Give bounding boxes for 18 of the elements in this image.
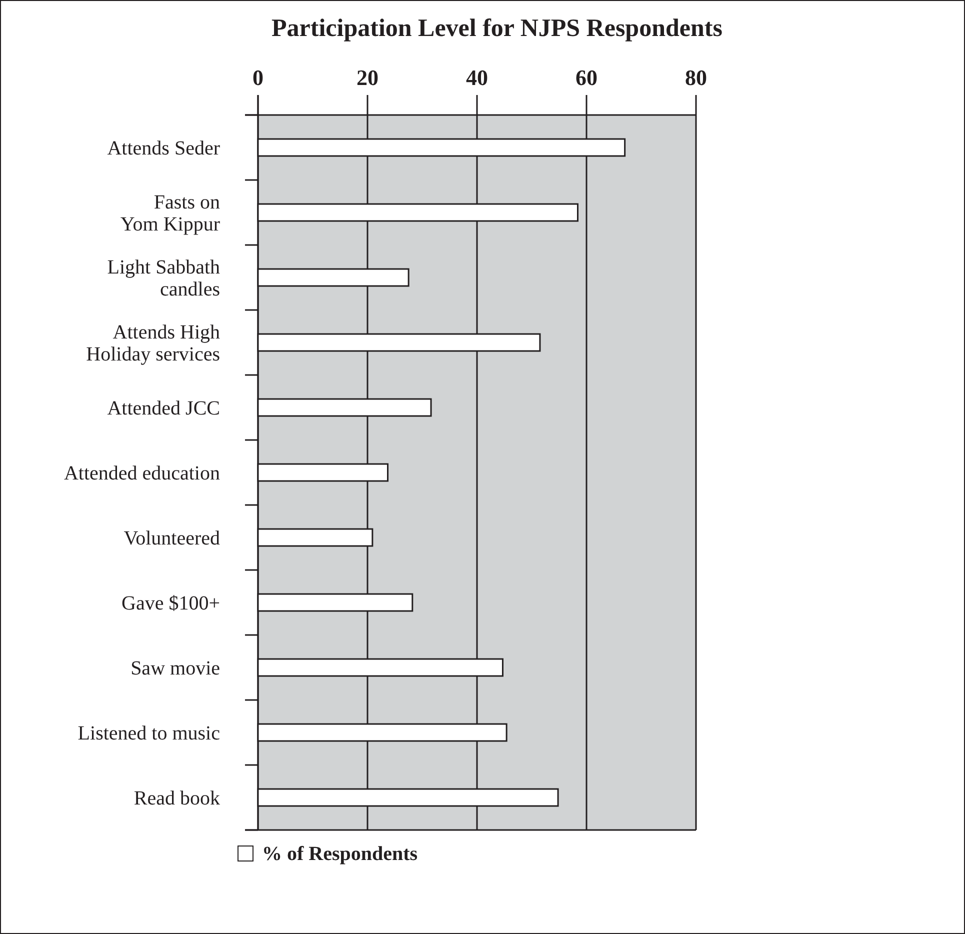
x-tick-label: 40 bbox=[466, 65, 488, 90]
y-tick-label: Attended JCC bbox=[107, 398, 220, 420]
x-tick-label: 80 bbox=[685, 65, 707, 90]
y-tick-label: Fasts on Yom Kippur bbox=[120, 192, 220, 236]
y-tick-label: Saw movie bbox=[130, 658, 220, 680]
y-tick-label: Gave $100+ bbox=[122, 592, 220, 614]
y-tick-label: Light Sabbath candles bbox=[107, 256, 220, 300]
y-tick-label: Attends Seder bbox=[107, 138, 220, 160]
y-tick-label: Attended education bbox=[64, 462, 220, 484]
y-tick-label: Attends High Holiday services bbox=[86, 322, 220, 366]
x-tick-label: 0 bbox=[252, 65, 264, 90]
x-tick-label: 60 bbox=[576, 65, 598, 90]
legend-label: % of Respondents bbox=[262, 843, 418, 865]
chart-title: Participation Level for NJPS Respondents bbox=[272, 15, 723, 42]
y-tick-label: Volunteered bbox=[124, 528, 220, 550]
y-tick-label: Read book bbox=[134, 788, 220, 810]
y-tick-label: Listened to music bbox=[78, 722, 220, 744]
x-tick-label: 20 bbox=[356, 65, 378, 90]
